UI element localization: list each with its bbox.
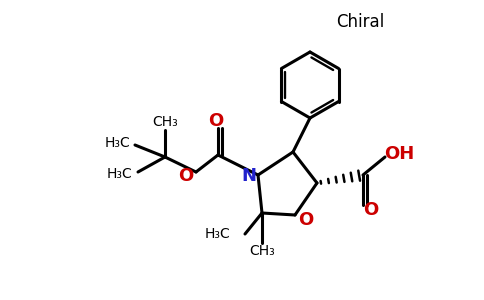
Text: H₃C: H₃C	[104, 136, 130, 150]
Text: O: O	[363, 201, 378, 219]
Text: O: O	[298, 211, 314, 229]
Text: H₃C: H₃C	[107, 167, 133, 181]
Text: CH₃: CH₃	[152, 115, 178, 129]
Text: Chiral: Chiral	[336, 13, 384, 31]
Text: H₃C: H₃C	[204, 227, 230, 241]
Text: O: O	[209, 112, 224, 130]
Text: CH₃: CH₃	[249, 244, 275, 258]
Text: N: N	[242, 167, 257, 185]
Text: OH: OH	[384, 145, 414, 163]
Text: O: O	[179, 167, 194, 185]
